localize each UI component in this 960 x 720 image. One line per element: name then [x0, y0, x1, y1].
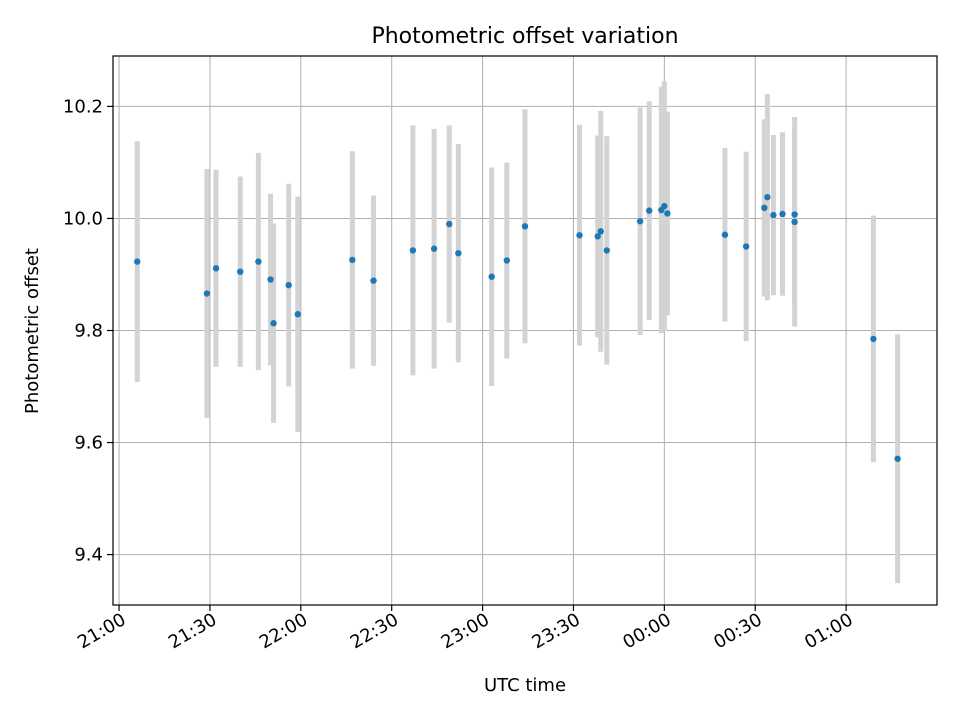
data-point: [455, 249, 462, 257]
data-point: [270, 320, 277, 327]
x-axis-label: UTC time: [484, 675, 566, 696]
data-point: [770, 211, 777, 219]
data-point: [661, 202, 668, 210]
data-point: [521, 223, 529, 230]
data-point: [503, 257, 511, 264]
data-point: [721, 231, 729, 238]
y-axis-label: Photometric offset: [22, 248, 43, 414]
data-point: [597, 228, 604, 235]
data-points: [134, 193, 901, 462]
data-point: [603, 247, 610, 254]
data-point: [664, 210, 671, 217]
data-point: [761, 204, 768, 212]
y-tick-label: 10.2: [63, 96, 103, 117]
data-point: [409, 247, 417, 254]
data-point: [791, 211, 798, 218]
data-point: [267, 276, 274, 283]
data-point: [791, 218, 798, 226]
data-point: [488, 273, 495, 280]
data-point: [255, 258, 262, 265]
data-point: [446, 220, 453, 228]
data-point: [894, 455, 901, 462]
data-point: [870, 335, 877, 343]
data-point: [646, 207, 653, 214]
data-point: [594, 233, 601, 240]
y-tick-label: 10.0: [63, 208, 103, 229]
data-point: [285, 281, 292, 289]
chart-title: Photometric offset variation: [371, 24, 678, 49]
data-point: [294, 311, 301, 318]
y-tick-label: 9.4: [74, 545, 103, 566]
data-point: [212, 265, 220, 272]
data-point: [203, 290, 211, 297]
data-point: [742, 243, 750, 250]
data-point: [779, 210, 786, 218]
data-point: [237, 268, 244, 275]
y-tick-label: 9.8: [74, 321, 103, 342]
data-point: [349, 256, 356, 264]
data-point: [430, 245, 438, 252]
data-point: [636, 218, 644, 225]
y-tick-label: 9.6: [74, 433, 103, 454]
data-point: [134, 258, 141, 265]
data-point: [576, 232, 583, 239]
data-point: [764, 193, 771, 201]
data-point: [370, 277, 377, 284]
